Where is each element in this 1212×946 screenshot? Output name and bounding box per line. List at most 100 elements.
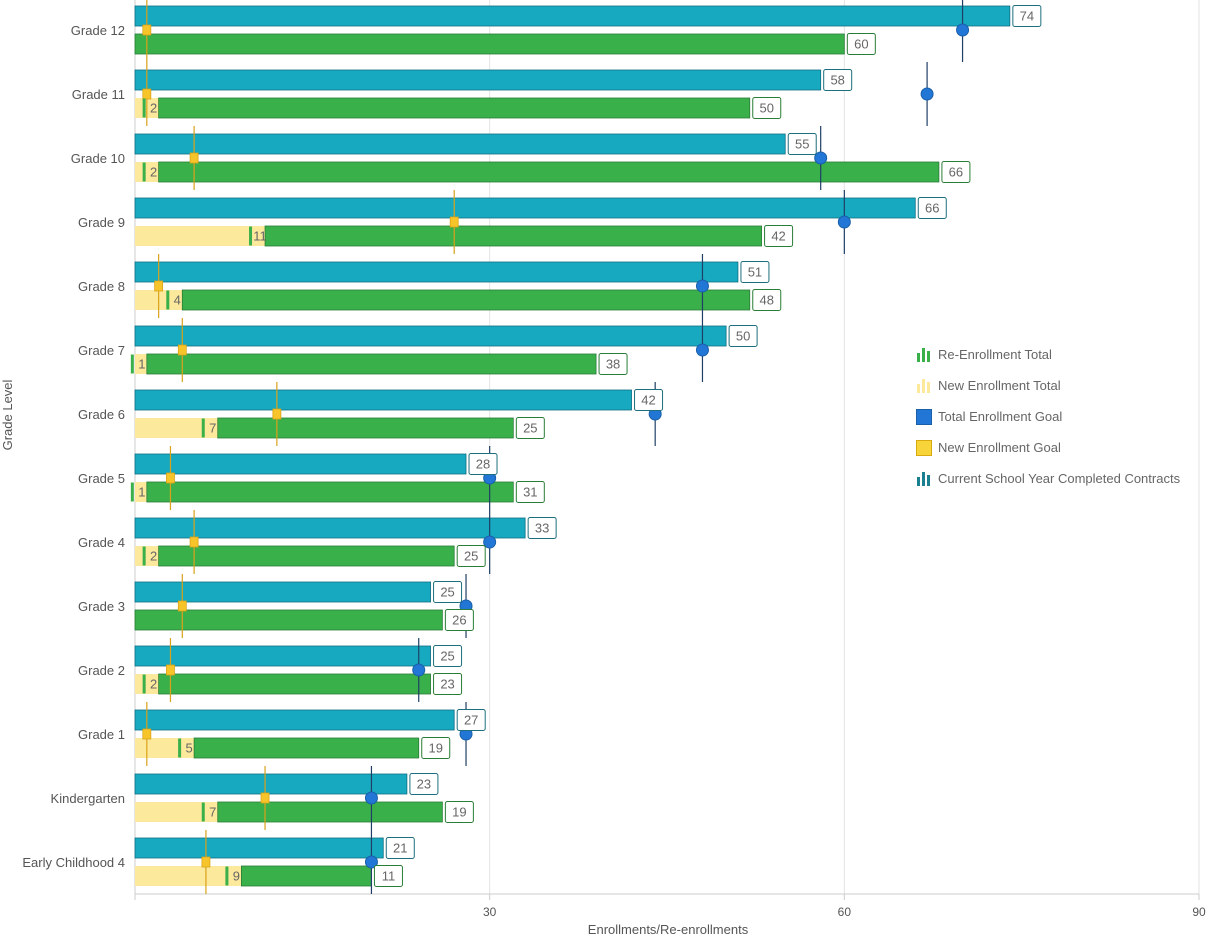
data-label-re-enrollment: 23 xyxy=(440,677,454,692)
bar-re-enrollment xyxy=(217,417,514,439)
y-tick-label: Grade 2 xyxy=(78,663,125,678)
data-label-new-enrollment: 4 xyxy=(174,293,181,308)
data-label-re-enrollment-box xyxy=(764,225,794,247)
bar-completed-contracts xyxy=(134,645,431,667)
new-enrollment-end-mark xyxy=(166,290,170,310)
yellow-square-icon xyxy=(916,439,932,456)
bar-completed-contracts xyxy=(134,581,431,603)
data-label-completed-box xyxy=(634,389,664,411)
new-enrollment-goal-marker xyxy=(260,792,270,804)
bar-new-enrollment xyxy=(135,802,218,822)
bar-re-enrollment xyxy=(158,97,751,119)
teal-bars-icon xyxy=(916,471,932,487)
bar-completed-contracts xyxy=(134,389,632,411)
y-tick-label: Grade 10 xyxy=(71,151,125,166)
legend-item-re-enrollment-total[interactable]: Re-Enrollment Total xyxy=(916,339,1180,370)
bar-completed-contracts xyxy=(134,5,1011,27)
green-bars-icon xyxy=(916,347,932,363)
data-label-new-enrollment: 2 xyxy=(150,101,157,116)
new-enrollment-goal-marker xyxy=(189,152,199,164)
legend-item-completed-contracts[interactable]: Current School Year Completed Contracts xyxy=(916,463,1180,494)
y-tick-label: Early Childhood 4 xyxy=(22,855,125,870)
total-enrollment-goal-marker xyxy=(920,87,934,101)
bar-re-enrollment xyxy=(217,801,443,823)
bar-completed-contracts xyxy=(134,837,384,859)
data-label-re-enrollment-box xyxy=(752,289,782,311)
data-label-new-enrollment: 7 xyxy=(209,421,216,436)
bar-re-enrollment xyxy=(181,289,751,311)
y-tick-label: Grade 12 xyxy=(71,23,125,38)
blue-square-icon xyxy=(916,408,932,425)
data-label-re-enrollment-box xyxy=(456,545,486,567)
data-label-completed-box xyxy=(787,133,817,155)
data-label-re-enrollment: 31 xyxy=(523,485,537,500)
data-label-completed-box xyxy=(456,709,486,731)
legend-item-total-enrollment-goal[interactable]: Total Enrollment Goal xyxy=(916,401,1180,432)
data-label-completed: 66 xyxy=(925,201,939,216)
new-enrollment-end-mark xyxy=(142,98,146,118)
bar-re-enrollment xyxy=(146,353,597,375)
data-label-completed-box xyxy=(433,645,463,667)
data-label-completed-box xyxy=(527,517,557,539)
new-enrollment-goal-marker xyxy=(189,536,199,548)
total-enrollment-goal-marker xyxy=(814,151,828,165)
new-enrollment-goal-marker xyxy=(272,408,282,420)
new-enrollment-end-mark xyxy=(142,674,146,694)
bar-completed-contracts xyxy=(134,773,408,795)
data-label-new-enrollment: 9 xyxy=(233,869,240,884)
bar-new-enrollment xyxy=(135,674,159,694)
x-tick-label: 90 xyxy=(1192,905,1206,919)
y-axis-title: Grade Level xyxy=(0,379,15,450)
new-enrollment-goal-marker xyxy=(201,856,211,868)
total-enrollment-goal-marker xyxy=(412,663,426,677)
data-label-re-enrollment: 66 xyxy=(949,165,963,180)
data-label-re-enrollment: 26 xyxy=(452,613,466,628)
legend-label: Total Enrollment Goal xyxy=(938,409,1063,424)
new-enrollment-goal-marker xyxy=(154,280,164,292)
data-label-completed-box xyxy=(823,69,853,91)
data-label-completed: 27 xyxy=(464,713,478,728)
total-enrollment-goal-marker xyxy=(483,535,497,549)
y-tick-label: Grade 5 xyxy=(78,471,125,486)
bar-re-enrollment xyxy=(264,225,762,247)
data-label-completed-box xyxy=(468,453,498,475)
new-enrollment-end-mark xyxy=(130,354,134,374)
bar-new-enrollment xyxy=(135,866,242,886)
x-tick-label: 60 xyxy=(838,905,852,919)
data-label-completed: 50 xyxy=(736,329,750,344)
legend-item-new-enrollment-goal[interactable]: New Enrollment Goal xyxy=(916,432,1180,463)
y-tick-label: Kindergarten xyxy=(51,791,125,806)
total-enrollment-goal-marker xyxy=(364,791,378,805)
y-tick-label: Grade 4 xyxy=(78,535,125,550)
data-label-re-enrollment-box xyxy=(444,801,474,823)
data-label-re-enrollment: 38 xyxy=(606,357,620,372)
y-tick-label: Grade 3 xyxy=(78,599,125,614)
data-label-completed-box xyxy=(409,773,439,795)
data-label-completed-box xyxy=(433,581,463,603)
data-label-completed: 25 xyxy=(440,649,454,664)
data-label-completed-box xyxy=(740,261,770,283)
new-enrollment-end-mark xyxy=(130,482,134,502)
yellow-bars-icon xyxy=(916,378,932,394)
data-label-re-enrollment: 25 xyxy=(464,549,478,564)
data-label-re-enrollment: 60 xyxy=(854,37,868,52)
bar-completed-contracts xyxy=(134,261,739,283)
data-label-completed-box xyxy=(1012,5,1042,27)
data-label-re-enrollment-box xyxy=(598,353,628,375)
data-label-completed: 74 xyxy=(1020,9,1034,24)
bar-new-enrollment xyxy=(135,226,266,246)
data-label-re-enrollment-box xyxy=(373,865,403,887)
y-tick-label: Grade 9 xyxy=(78,215,125,230)
y-tick-label: Grade 11 xyxy=(72,87,125,102)
new-enrollment-end-mark xyxy=(225,866,229,886)
data-label-new-enrollment: 5 xyxy=(185,741,192,756)
data-label-new-enrollment: 2 xyxy=(150,165,157,180)
data-label-new-enrollment: 2 xyxy=(150,677,157,692)
data-label-re-enrollment-box xyxy=(846,33,876,55)
bar-completed-contracts xyxy=(134,453,467,475)
data-label-completed: 42 xyxy=(641,393,655,408)
new-enrollment-goal-marker xyxy=(166,664,175,676)
legend-item-new-enrollment-total[interactable]: New Enrollment Total xyxy=(916,370,1180,401)
